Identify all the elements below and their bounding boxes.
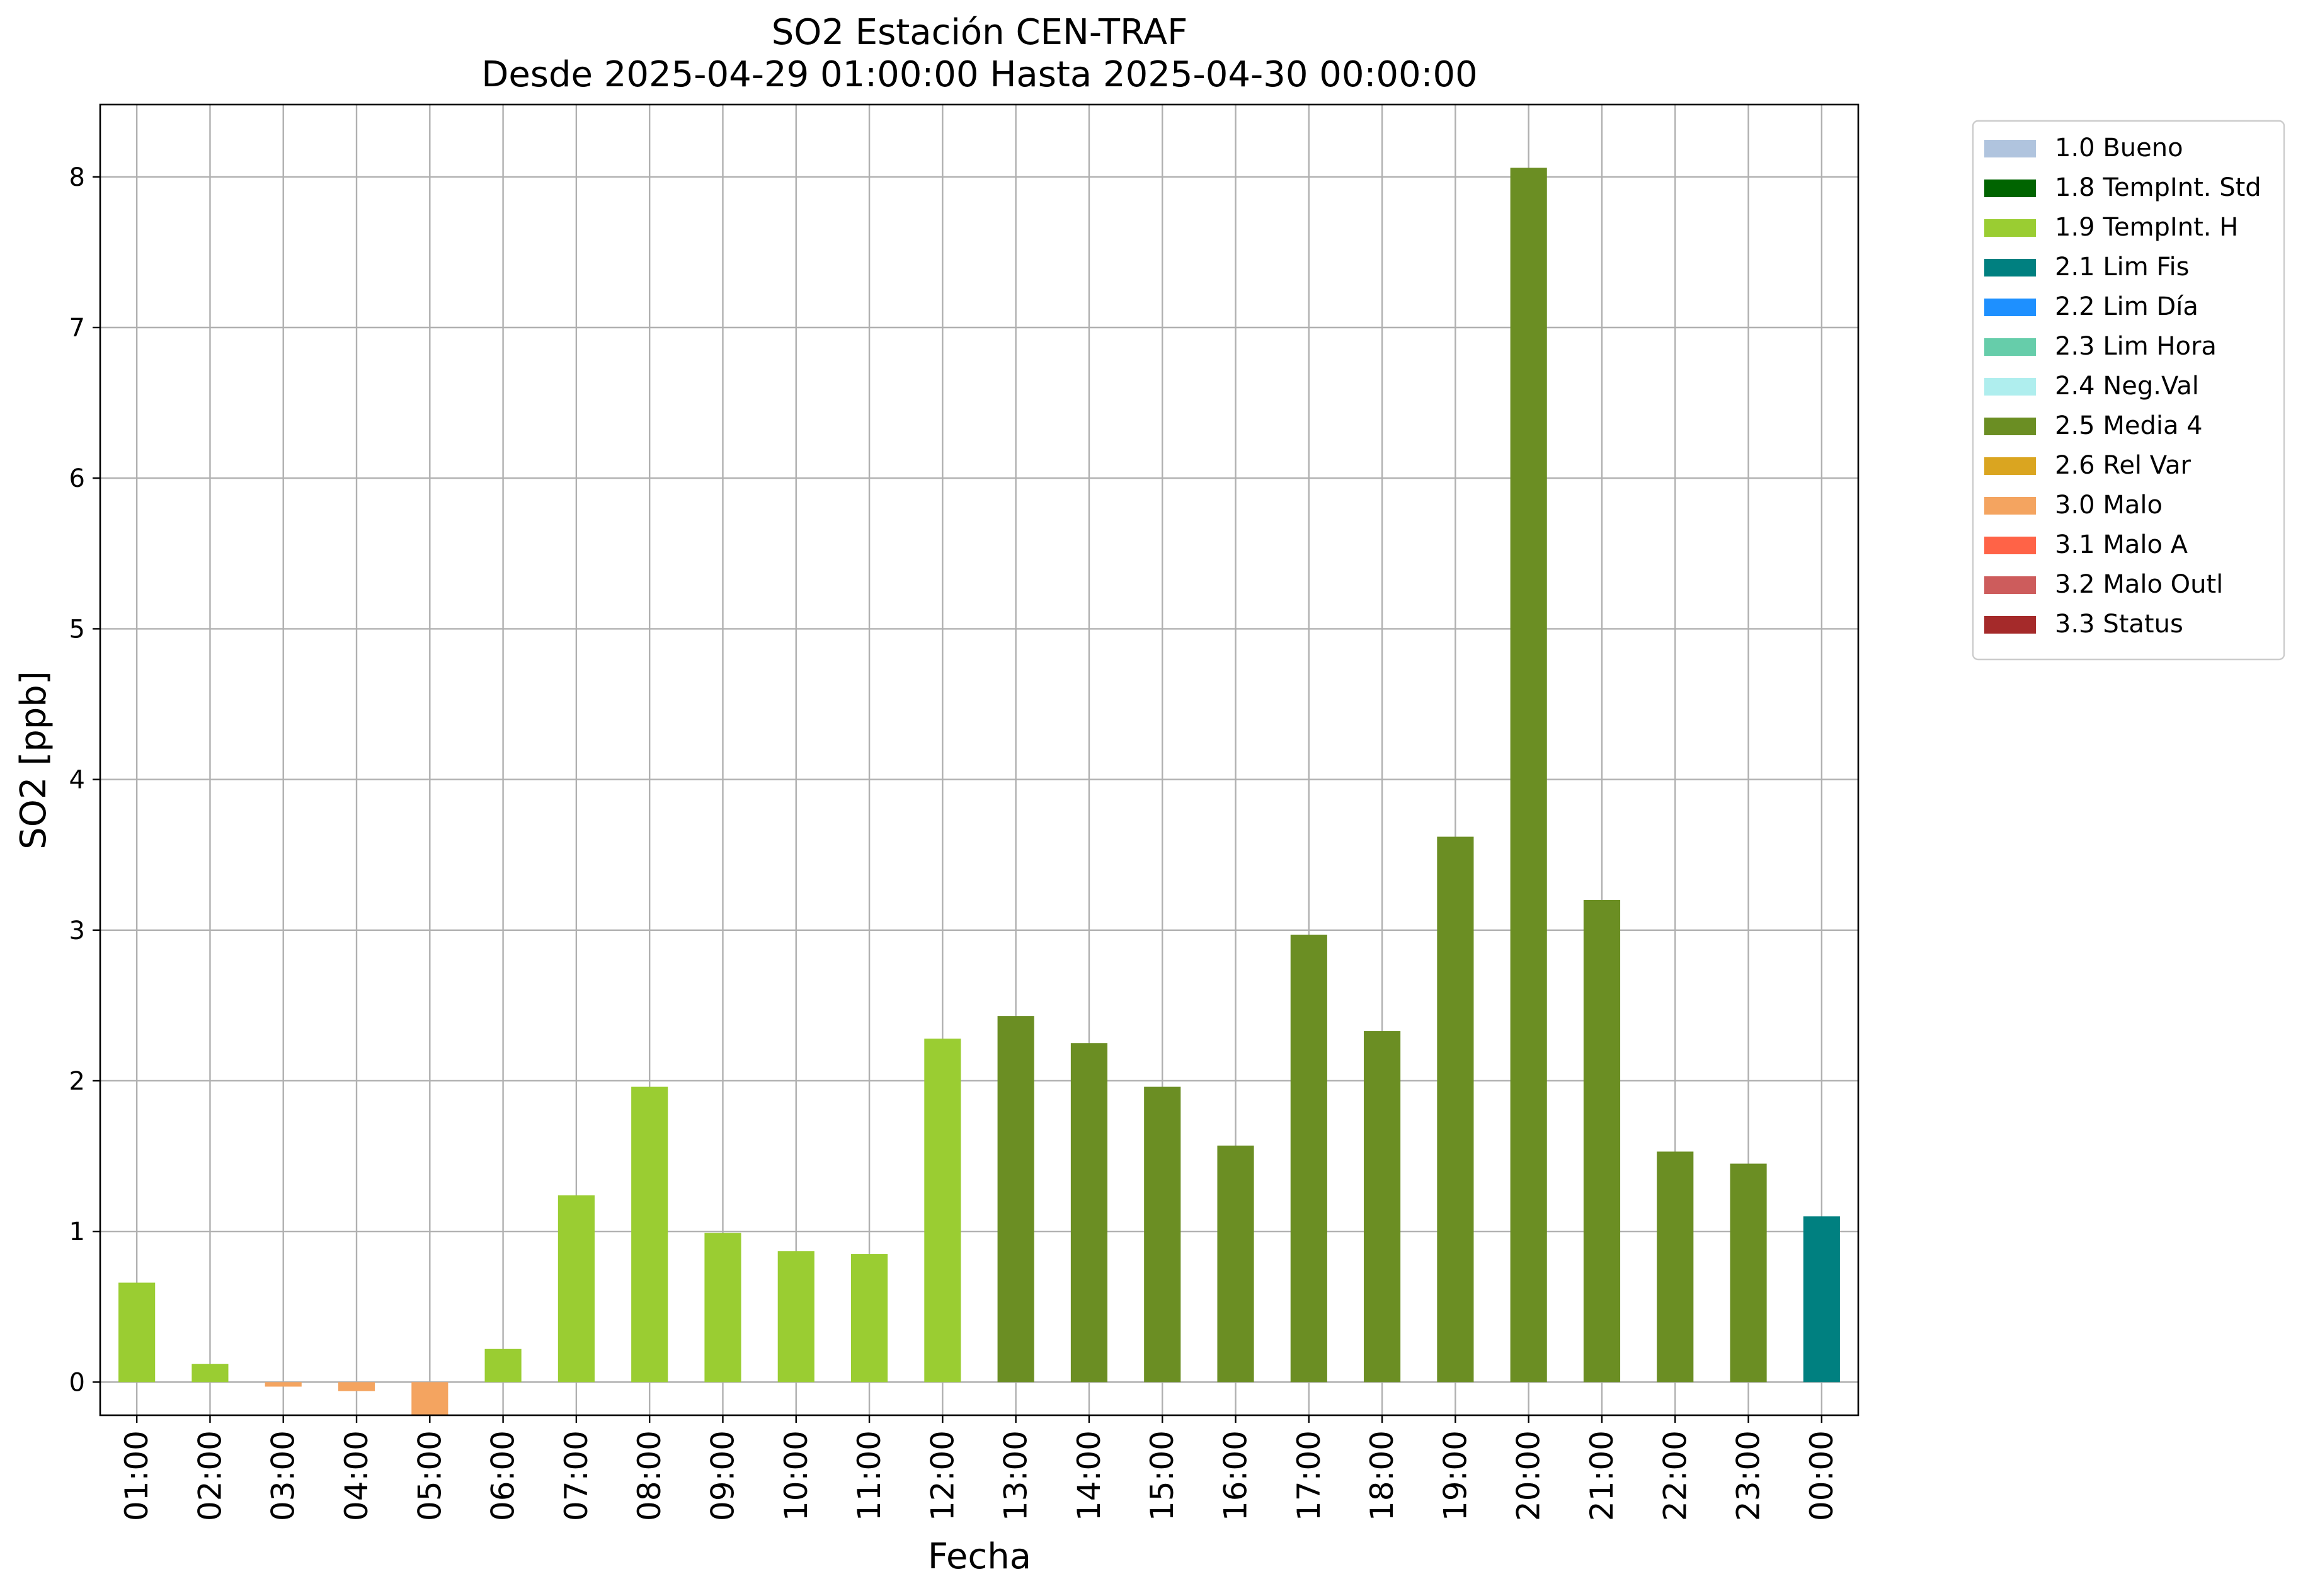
x-tick-label: 17:00 xyxy=(1291,1430,1327,1521)
bar xyxy=(191,1364,229,1382)
bar xyxy=(484,1348,522,1382)
x-tick-label: 07:00 xyxy=(558,1430,595,1521)
bar xyxy=(1510,168,1547,1382)
legend-label: 2.1 Lim Fis xyxy=(2055,253,2189,282)
bar xyxy=(850,1254,888,1382)
x-tick-label: 03:00 xyxy=(265,1430,302,1521)
x-tick-label: 11:00 xyxy=(851,1430,888,1521)
legend-swatch xyxy=(1984,497,2036,515)
x-tick-label: 19:00 xyxy=(1437,1430,1473,1521)
bar xyxy=(1364,1031,1401,1382)
bar xyxy=(631,1086,668,1382)
plot-frame xyxy=(99,103,1860,1416)
legend-swatch xyxy=(1984,140,2036,157)
x-tick-label: 02:00 xyxy=(191,1430,228,1521)
x-axis-label: Fecha xyxy=(928,1536,1031,1577)
y-tick-label: 5 xyxy=(69,615,85,644)
legend-label: 3.3 Status xyxy=(2055,610,2183,639)
x-tick-label: 08:00 xyxy=(631,1430,668,1521)
legend: 1.0 Bueno 1.8 TempInt. Std 1.9 TempInt. H 2… xyxy=(1972,120,2285,661)
legend-label: 2.2 Lim Día xyxy=(2055,292,2198,321)
y-tick-label: 7 xyxy=(69,314,85,343)
legend-swatch xyxy=(1984,418,2036,435)
legend-swatch xyxy=(1984,616,2036,634)
x-tick-label: 10:00 xyxy=(778,1430,814,1521)
bars xyxy=(118,168,1840,1415)
bar xyxy=(1144,1086,1181,1382)
legend-swatch xyxy=(1984,338,2036,356)
legend-label: 1.0 Bueno xyxy=(2055,134,2183,162)
x-tick-label: 20:00 xyxy=(1511,1430,1547,1521)
bar xyxy=(1070,1043,1108,1382)
chart-title-line2: Desde 2025-04-29 01:00:00 Hasta 2025-04-… xyxy=(481,54,1478,95)
legend-swatch xyxy=(1984,378,2036,396)
y-tick-label: 1 xyxy=(69,1217,85,1246)
legend-label: 1.9 TempInt. H xyxy=(2055,213,2238,242)
legend-label: 2.4 Neg.Val xyxy=(2055,372,2199,401)
x-tick-label: 01:00 xyxy=(118,1430,155,1521)
y-tick-label: 0 xyxy=(69,1368,85,1397)
bar xyxy=(557,1195,595,1382)
y-tick-label: 2 xyxy=(69,1067,85,1096)
y-tick-label: 8 xyxy=(69,163,85,192)
bar xyxy=(997,1016,1034,1382)
bar xyxy=(411,1382,449,1415)
y-tick-label: 4 xyxy=(69,766,85,795)
legend-swatch xyxy=(1984,219,2036,237)
x-tick-label: 06:00 xyxy=(485,1430,522,1521)
bar xyxy=(777,1251,814,1382)
x-tick-label: 23:00 xyxy=(1730,1430,1767,1521)
x-tick-label: 04:00 xyxy=(338,1430,375,1521)
bar xyxy=(1730,1163,1767,1382)
legend-label: 3.2 Malo Outl xyxy=(2055,570,2223,599)
bar xyxy=(1290,934,1327,1382)
bar xyxy=(1657,1151,1694,1382)
bar xyxy=(704,1233,741,1382)
legend-swatch xyxy=(1984,457,2036,475)
bar xyxy=(118,1282,156,1382)
x-tick-label: 13:00 xyxy=(998,1430,1034,1521)
bar xyxy=(1583,899,1621,1382)
legend-swatch xyxy=(1984,299,2036,316)
legend-label: 1.8 TempInt. Std xyxy=(2055,173,2261,202)
x-tick-label: 15:00 xyxy=(1144,1430,1180,1521)
legend-swatch xyxy=(1984,259,2036,276)
legend-box xyxy=(1972,120,2285,661)
x-tick-label: 00:00 xyxy=(1803,1430,1840,1521)
x-tick-label: 16:00 xyxy=(1218,1430,1254,1521)
bar xyxy=(1437,836,1474,1382)
x-tick-label: 18:00 xyxy=(1364,1430,1400,1521)
axes: 0 1 2 3 4 5 6 7 8 01:00 02:00 03:00 04:00 05:00 06:00 0… xyxy=(69,103,1860,1521)
x-tick-label: 14:00 xyxy=(1071,1430,1107,1521)
bar xyxy=(338,1382,375,1391)
y-axis-label: SO2 [ppb] xyxy=(13,671,54,849)
bar xyxy=(265,1382,302,1387)
x-tick-label: 22:00 xyxy=(1657,1430,1693,1521)
x-tick-label: 21:00 xyxy=(1584,1430,1620,1521)
x-tick-label: 05:00 xyxy=(411,1430,448,1521)
bar xyxy=(1803,1216,1840,1382)
legend-label: 2.6 Rel Var xyxy=(2055,451,2192,480)
legend-label: 2.5 Media 4 xyxy=(2055,411,2203,440)
bar xyxy=(924,1039,961,1382)
x-tick-label: 09:00 xyxy=(704,1430,741,1521)
x-tick-label: 12:00 xyxy=(924,1430,961,1521)
y-tick-label: 6 xyxy=(69,464,85,493)
y-tick-label: 3 xyxy=(69,916,85,945)
legend-swatch xyxy=(1984,537,2036,554)
legend-label: 3.1 Malo A xyxy=(2055,530,2188,559)
legend-swatch xyxy=(1984,180,2036,197)
legend-swatch xyxy=(1984,576,2036,594)
bar xyxy=(1217,1145,1254,1382)
chart-title-line1: SO2 Estación CEN-TRAF xyxy=(772,12,1188,53)
legend-label: 2.3 Lim Hora xyxy=(2055,332,2217,361)
legend-label: 3.0 Malo xyxy=(2055,491,2163,520)
